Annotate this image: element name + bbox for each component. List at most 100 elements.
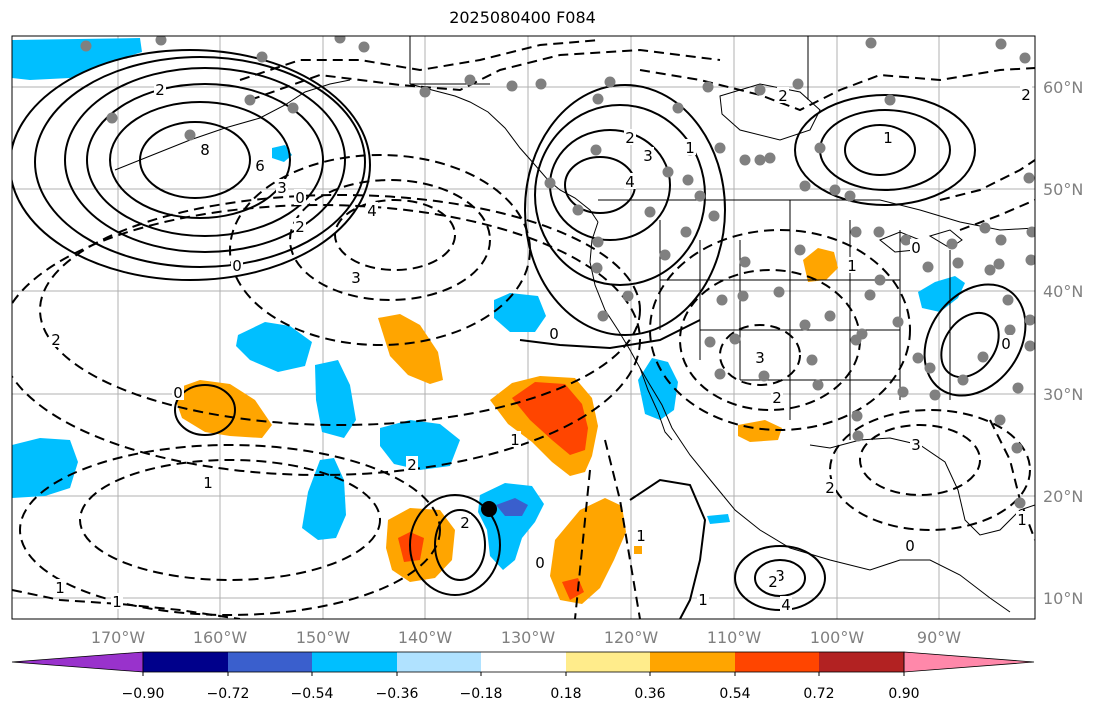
contour-low-south-3	[12, 589, 241, 619]
contour-label: 2	[155, 81, 165, 99]
contour-label: 0	[232, 257, 242, 275]
station-dot	[604, 76, 616, 88]
station-dot	[812, 379, 824, 391]
station-dot	[852, 430, 864, 442]
contour-label: 2	[625, 129, 635, 147]
station-dot	[737, 290, 749, 302]
station-dots	[80, 36, 1035, 509]
station-dot	[729, 333, 741, 345]
contour-label-bg	[910, 239, 922, 255]
contour-high-pacific-5	[34, 56, 366, 268]
station-dot	[672, 102, 684, 114]
lat-tick-label: 10°N	[1043, 589, 1083, 608]
station-dot	[716, 294, 728, 306]
shade-orange-small	[634, 546, 642, 554]
station-dot	[758, 370, 770, 382]
contour-low-north-2	[249, 48, 721, 101]
contour-label: 0	[535, 554, 545, 572]
contour-label-bg	[846, 257, 858, 273]
station-dot	[622, 290, 634, 302]
station-dot	[874, 274, 886, 286]
station-dot	[1024, 340, 1035, 352]
contour-label-bg	[635, 527, 647, 543]
colorbar-segment	[312, 652, 397, 672]
lon-tick-label: 140°W	[398, 628, 453, 647]
contour-high-west-4	[524, 84, 726, 336]
contour-label-bg	[199, 141, 211, 157]
contour-label: 1	[112, 593, 122, 611]
contour-east-coast-outer	[923, 283, 1027, 397]
station-dot	[892, 316, 904, 328]
lon-tick-label: 170°W	[91, 628, 146, 647]
station-dot	[464, 74, 476, 86]
station-dot	[912, 352, 924, 364]
station-dot	[984, 264, 996, 276]
lat-tick-label: 50°N	[1043, 180, 1083, 199]
station-dot	[597, 310, 609, 322]
contour-label-bg	[111, 593, 123, 609]
colorbar-segment	[143, 652, 228, 672]
contour-label: 0	[1001, 335, 1011, 353]
station-dot	[682, 174, 694, 186]
station-dot	[865, 37, 877, 49]
station-dot	[900, 234, 912, 246]
station-dot	[1012, 382, 1024, 394]
station-dot	[739, 256, 751, 268]
shade-blue-150w-south	[302, 458, 346, 540]
contour-label: 4	[367, 202, 377, 220]
colorbar-labels: −0.90 −0.72 −0.54 −0.36 −0.18 0.18 0.36 0.54 0.7…	[122, 672, 920, 702]
station-dot	[864, 289, 876, 301]
station-dot	[334, 36, 346, 44]
shade-blue-ohio	[918, 276, 965, 312]
station-dot	[1019, 52, 1031, 64]
lon-tick-label: 90°W	[917, 628, 961, 647]
colorbar-tick-label: 0.18	[550, 686, 581, 702]
station-dot	[702, 81, 714, 93]
canada-box	[409, 36, 809, 100]
station-dot	[419, 86, 431, 98]
contour-low-ne-pacific-5	[12, 204, 641, 476]
lon-tick-label: 120°W	[604, 628, 659, 647]
station-dot	[714, 368, 726, 380]
lat-tick-label: 30°N	[1043, 385, 1083, 404]
station-dot	[592, 93, 604, 105]
contour-label: 1	[636, 527, 646, 545]
station-dot	[544, 177, 556, 189]
colorbar-tick-label: 0.72	[803, 686, 834, 702]
contour-label-bg	[54, 579, 66, 595]
contour-tropic-140w-inner	[434, 509, 486, 581]
contour-label-bg	[624, 129, 636, 145]
shaded-regions	[12, 38, 965, 604]
station-dot	[708, 210, 720, 222]
contour-label-bg	[824, 479, 836, 495]
contour-low-ne-pacific-3	[229, 154, 531, 346]
station-dot	[1002, 294, 1014, 306]
contour-label-bg	[1020, 86, 1032, 102]
colorbar-segment	[228, 652, 312, 672]
contour-label-bg	[1000, 335, 1012, 351]
contour-high-pacific-1	[139, 121, 251, 199]
contour-label-bg	[780, 596, 792, 612]
contour-label: 3	[351, 269, 361, 287]
station-dot	[773, 286, 785, 298]
station-dot	[680, 226, 692, 238]
lon-tick-label: 110°W	[707, 628, 762, 647]
colorbar-tick-label: −0.18	[460, 686, 503, 702]
colorbar-segment	[650, 652, 735, 672]
contour-label-bg	[697, 591, 709, 607]
us-west-coast	[589, 221, 1011, 613]
contour-label: 1	[1017, 511, 1027, 529]
contour-label: 1	[510, 431, 520, 449]
station-dot	[659, 249, 671, 261]
lat-tick-labels: 60°N 50°N 40°N 30°N 20°N 10°N	[1043, 78, 1083, 608]
contour-label: 0	[549, 325, 559, 343]
contour-low-east-2	[959, 199, 1035, 231]
station-dot	[1004, 324, 1016, 336]
station-dot	[754, 154, 766, 166]
shade-blue-140w	[380, 420, 460, 470]
shade-blue-baja	[638, 358, 678, 420]
lat-tick-label: 60°N	[1043, 78, 1083, 97]
station-dot	[184, 129, 196, 141]
